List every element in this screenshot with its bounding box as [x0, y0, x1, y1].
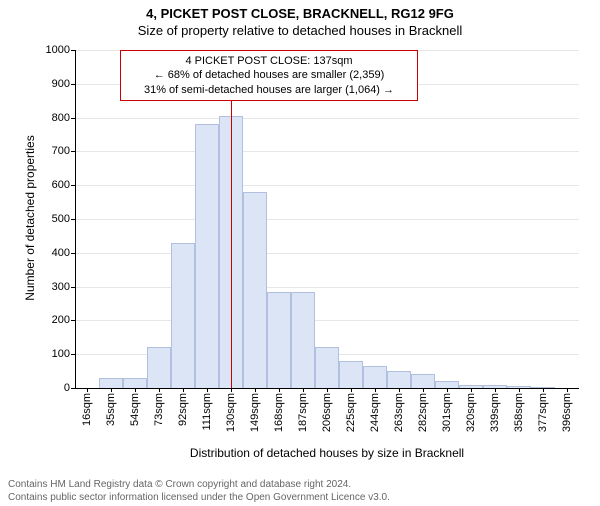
- x-tick-label: 320sqm: [465, 393, 477, 432]
- page-title-address: 4, PICKET POST CLOSE, BRACKNELL, RG12 9F…: [0, 6, 600, 21]
- y-tick-label: 200: [52, 314, 75, 326]
- x-tick-label: 358sqm: [513, 393, 525, 432]
- page-subtitle: Size of property relative to detached ho…: [0, 23, 600, 38]
- y-tick-label: 900: [52, 78, 75, 90]
- histogram-bar: [267, 292, 291, 388]
- gridline: [75, 219, 579, 220]
- y-tick-label: 700: [52, 145, 75, 157]
- x-tick-label: 339sqm: [489, 393, 501, 432]
- histogram-bar: [99, 378, 123, 388]
- histogram-bar: [243, 192, 267, 388]
- y-tick-label: 100: [52, 348, 75, 360]
- histogram-bar: [315, 347, 339, 388]
- gridline: [75, 151, 579, 152]
- histogram-bar: [291, 292, 315, 388]
- x-tick-label: 54sqm: [129, 393, 141, 426]
- histogram-bar: [147, 347, 171, 388]
- x-tick-label: 263sqm: [393, 393, 405, 432]
- gridline: [75, 185, 579, 186]
- histogram-bar: [171, 243, 195, 388]
- y-tick-label: 500: [52, 213, 75, 225]
- x-tick-label: 396sqm: [561, 393, 573, 432]
- x-tick-label: 225sqm: [345, 393, 357, 432]
- footer-attribution: Contains HM Land Registry data © Crown c…: [8, 478, 390, 504]
- property-annotation-box: 4 PICKET POST CLOSE: 137sqm ← 68% of det…: [120, 50, 418, 101]
- x-tick-label: 377sqm: [537, 393, 549, 432]
- histogram-bar: [435, 381, 459, 388]
- x-tick-label: 301sqm: [441, 393, 453, 432]
- gridline: [75, 320, 579, 321]
- x-tick-label: 282sqm: [417, 393, 429, 432]
- footer-line-2: Contains public sector information licen…: [8, 491, 390, 504]
- histogram-bar: [387, 371, 411, 388]
- x-tick-label: 92sqm: [177, 393, 189, 426]
- annotation-line-1: 4 PICKET POST CLOSE: 137sqm: [129, 54, 409, 68]
- histogram-bar: [363, 366, 387, 388]
- gridline: [75, 287, 579, 288]
- annotation-line-3: 31% of semi-detached houses are larger (…: [129, 83, 409, 97]
- y-tick-label: 300: [52, 281, 75, 293]
- annotation-line-2: ← 68% of detached houses are smaller (2,…: [129, 68, 409, 82]
- x-tick-label: 16sqm: [81, 393, 93, 426]
- y-tick-label: 0: [64, 382, 75, 394]
- gridline: [75, 253, 579, 254]
- x-tick-label: 130sqm: [225, 393, 237, 432]
- x-axis-label: Distribution of detached houses by size …: [75, 446, 579, 460]
- gridline: [75, 118, 579, 119]
- x-tick-label: 244sqm: [369, 393, 381, 432]
- y-axis-label: Number of detached properties: [23, 49, 37, 387]
- x-tick-label: 206sqm: [321, 393, 333, 432]
- y-tick-label: 400: [52, 247, 75, 259]
- histogram-bar: [123, 378, 147, 388]
- y-tick-label: 800: [52, 112, 75, 124]
- x-tick-label: 73sqm: [153, 393, 165, 426]
- y-tick-label: 600: [52, 179, 75, 191]
- y-tick-label: 1000: [46, 44, 75, 56]
- x-tick-label: 35sqm: [105, 393, 117, 426]
- x-tick-label: 149sqm: [249, 393, 261, 432]
- x-tick-label: 168sqm: [273, 393, 285, 432]
- histogram-bar: [339, 361, 363, 388]
- x-tick-label: 111sqm: [201, 393, 213, 431]
- histogram-bar: [195, 124, 219, 388]
- x-axis-line: [75, 388, 579, 389]
- histogram-bar: [411, 374, 435, 388]
- x-tick-label: 187sqm: [297, 393, 309, 432]
- y-axis-line: [75, 50, 76, 388]
- footer-line-1: Contains HM Land Registry data © Crown c…: [8, 478, 390, 491]
